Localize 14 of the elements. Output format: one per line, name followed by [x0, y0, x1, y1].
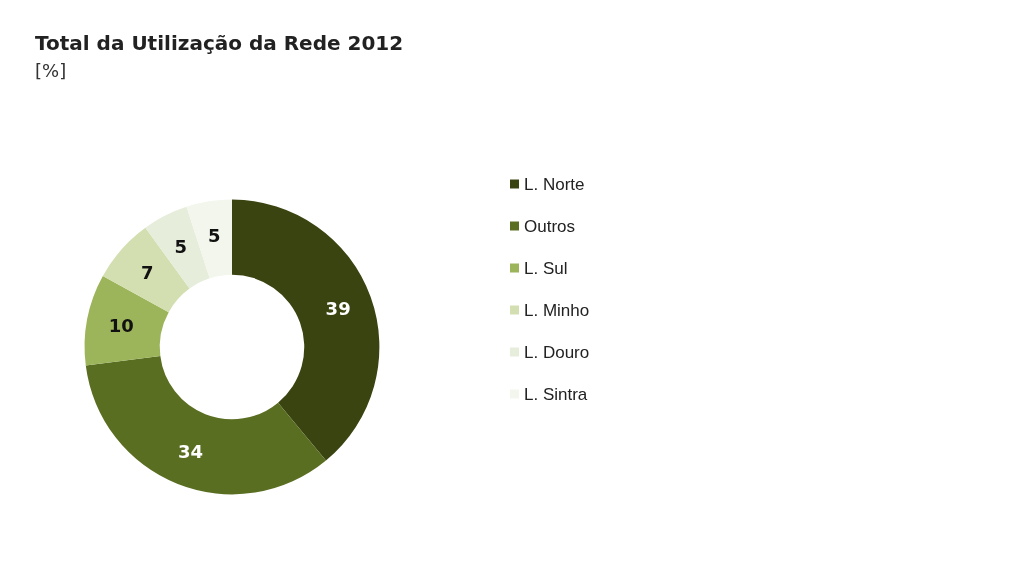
- legend-label: L. Sul: [524, 258, 568, 278]
- chart-subtitle: [%]: [35, 59, 67, 81]
- legend-label: L. Douro: [524, 342, 590, 362]
- data-label: 5: [208, 225, 221, 247]
- legend-label: L. Sintra: [524, 384, 588, 404]
- legend-label: Outros: [524, 216, 576, 236]
- legend-label: L. Minho: [524, 300, 590, 320]
- data-label: 10: [108, 315, 134, 337]
- data-label: 7: [141, 261, 154, 283]
- data-label: 39: [325, 298, 351, 320]
- data-label: 34: [177, 441, 203, 463]
- chart-title: Total da Utilização da Rede 2012: [35, 31, 404, 55]
- data-label: 5: [174, 235, 188, 257]
- legend-label: L. Norte: [524, 174, 585, 194]
